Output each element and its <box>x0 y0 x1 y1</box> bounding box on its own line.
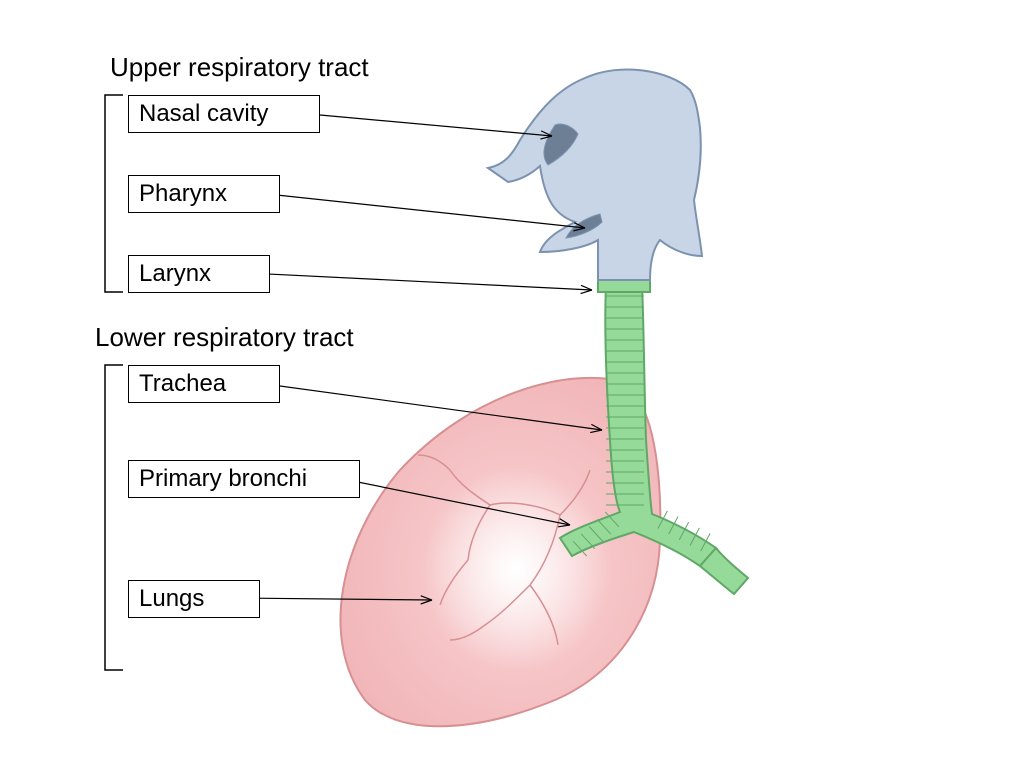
upper-tract-title: Upper respiratory tract <box>110 52 369 83</box>
label-primary-bronchi: Primary bronchi <box>128 460 360 498</box>
diagram-stage: Upper respiratory tract Lower respirator… <box>0 0 1024 768</box>
label-trachea: Trachea <box>128 365 280 403</box>
label-pharynx: Pharynx <box>128 175 280 213</box>
label-nasal-cavity: Nasal cavity <box>128 95 320 133</box>
label-larynx: Larynx <box>128 255 270 293</box>
label-lungs: Lungs <box>128 580 260 618</box>
lower-tract-title: Lower respiratory tract <box>95 322 354 353</box>
